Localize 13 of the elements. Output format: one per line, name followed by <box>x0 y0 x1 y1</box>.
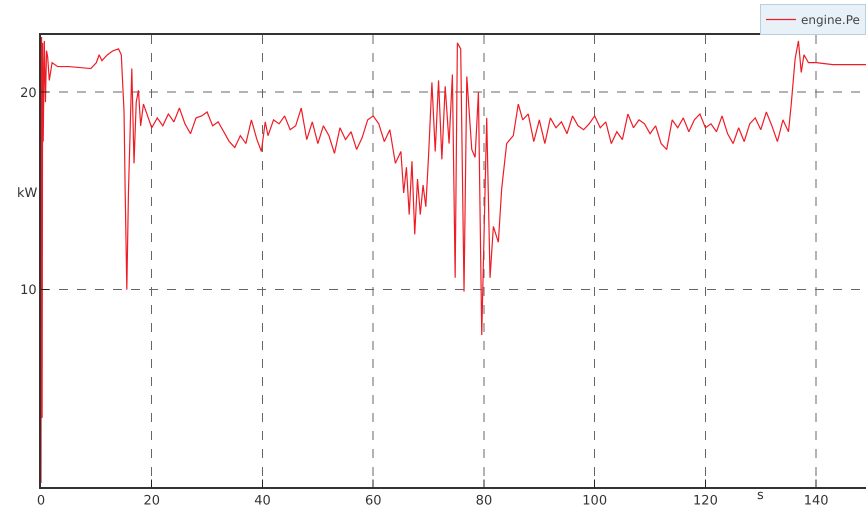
x-tick-label: 0 <box>36 493 46 508</box>
x-tick-label: 120 <box>693 493 718 508</box>
line-series <box>41 36 866 484</box>
x-tick-label: 60 <box>364 493 382 508</box>
y-tick-label: 10 <box>20 283 37 298</box>
legend-label: engine.Pe <box>801 13 860 28</box>
y-axis-title: kW <box>17 186 38 201</box>
x-axis-title: s <box>757 488 764 503</box>
x-tick-label: 40 <box>254 493 271 508</box>
x-tick-label: 140 <box>804 493 829 508</box>
x-tick-label: 80 <box>476 493 492 508</box>
x-tick-label: 100 <box>582 493 608 508</box>
x-tick-label: 20 <box>143 493 160 508</box>
